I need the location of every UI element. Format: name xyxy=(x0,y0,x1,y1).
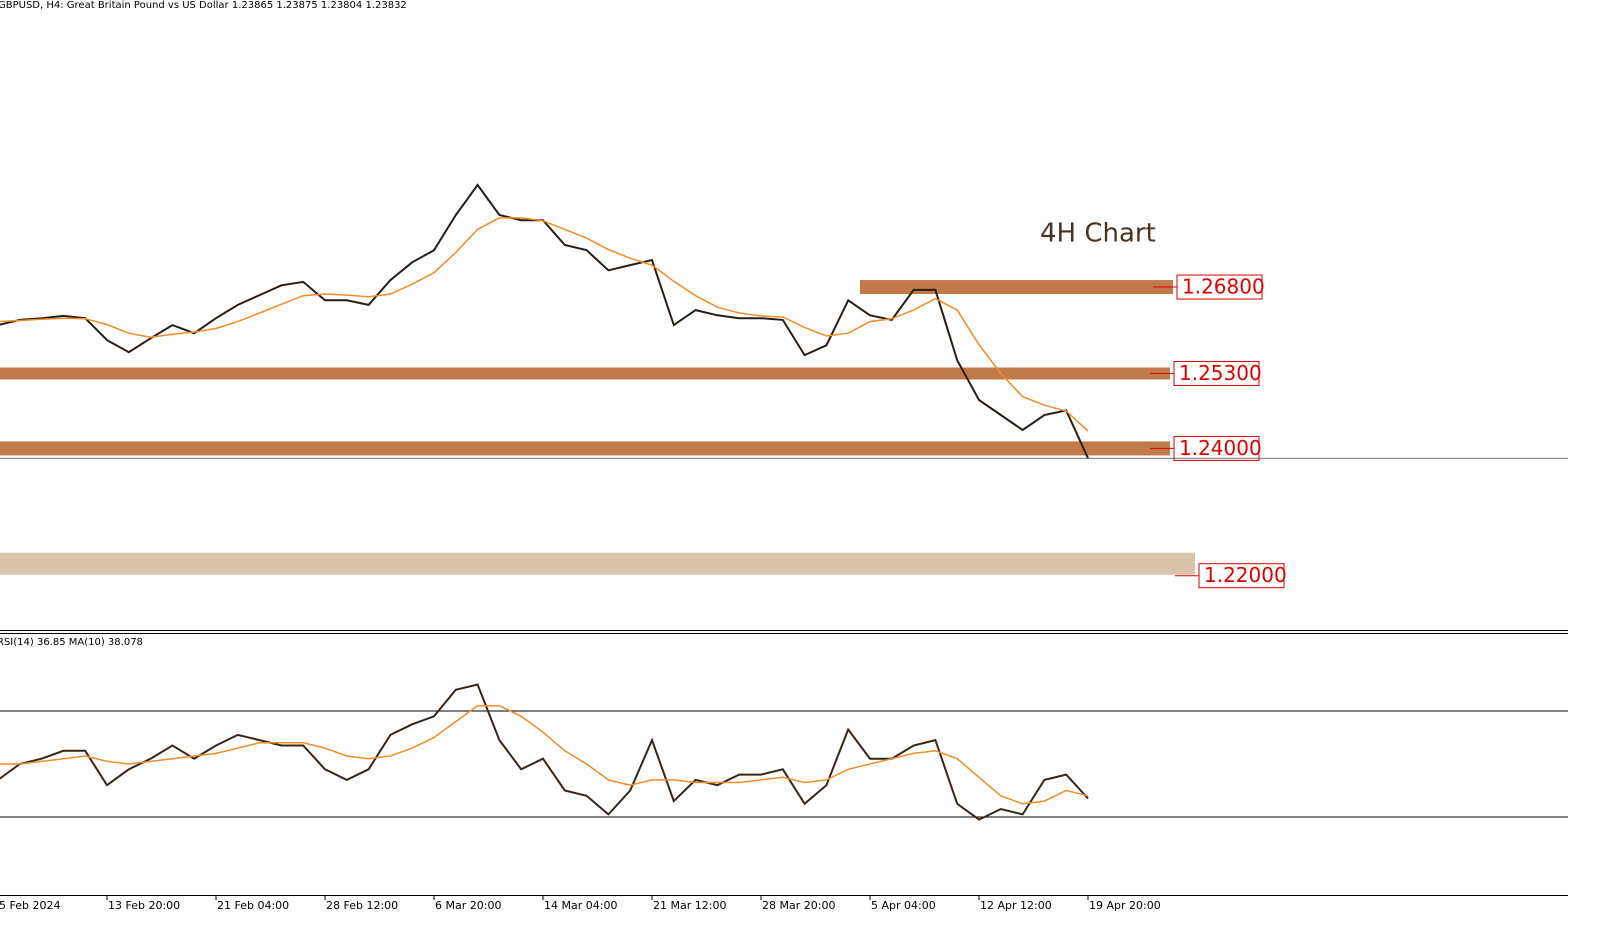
x-tick-label: 28 Mar 20:00 xyxy=(762,899,835,912)
series-line xyxy=(0,704,1089,805)
x-tick-label: 5 Feb 2024 xyxy=(0,899,60,912)
x-tick-label: 13 Feb 20:00 xyxy=(108,899,180,912)
rsi-title: RSI(14) 36.85 MA(10) 38.078 xyxy=(0,637,143,648)
level-label-box xyxy=(1173,435,1260,461)
x-tick-label: 6 Mar 20:00 xyxy=(435,899,501,912)
chart-title: GBPUSD, H4: Great Britain Pound vs US Do… xyxy=(0,0,407,11)
level-band xyxy=(0,441,1170,456)
x-tick-label: 5 Apr 04:00 xyxy=(871,899,936,912)
x-tick-label: 28 Feb 12:00 xyxy=(326,899,398,912)
series-line xyxy=(0,683,1089,821)
level-label: 1.26800 xyxy=(1182,275,1265,299)
level-band xyxy=(0,552,1195,575)
x-tick-label: 14 Mar 04:00 xyxy=(544,899,617,912)
level-band xyxy=(860,280,1173,295)
level-label: 1.25300 xyxy=(1179,361,1262,385)
level-label-box xyxy=(1176,274,1263,300)
x-tick-label: 12 Apr 12:00 xyxy=(980,899,1052,912)
x-tick-label: 21 Feb 04:00 xyxy=(217,899,289,912)
level-band xyxy=(0,367,1170,380)
x-tick-label: 21 Mar 12:00 xyxy=(653,899,726,912)
level-label: 1.22000 xyxy=(1204,563,1287,587)
level-label-box xyxy=(1198,563,1285,589)
series-line xyxy=(0,217,1089,432)
level-label: 1.24000 xyxy=(1179,436,1262,460)
x-tick-label: 19 Apr 20:00 xyxy=(1089,899,1161,912)
level-label-box xyxy=(1173,361,1260,387)
annotation: 4H Chart xyxy=(1040,219,1156,249)
